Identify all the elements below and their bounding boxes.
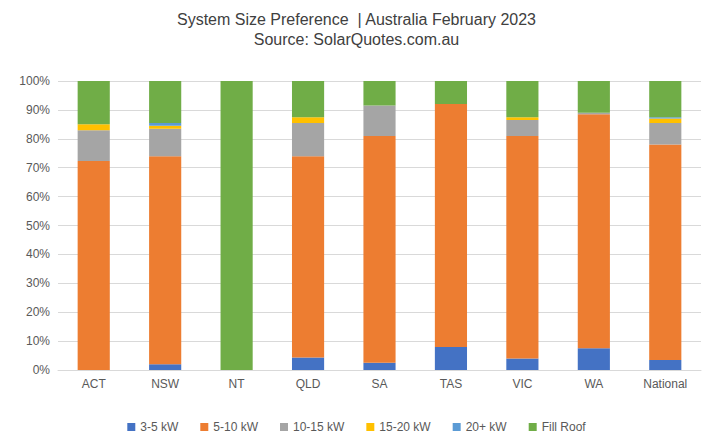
svg-text:40%: 40% <box>26 247 50 261</box>
svg-text:80%: 80% <box>26 132 50 146</box>
svg-text:30%: 30% <box>26 276 50 290</box>
svg-text:National: National <box>643 377 687 391</box>
svg-text:15-20 kW: 15-20 kW <box>379 420 431 434</box>
svg-text:5-10 kW: 5-10 kW <box>213 420 258 434</box>
svg-text:Source: SolarQuotes.com.au: Source: SolarQuotes.com.au <box>254 31 459 48</box>
svg-text:60%: 60% <box>26 190 50 204</box>
svg-text:ACT: ACT <box>82 377 107 391</box>
svg-text:NSW: NSW <box>151 377 180 391</box>
svg-text:WA: WA <box>584 377 603 391</box>
svg-text:50%: 50% <box>26 219 50 233</box>
svg-text:70%: 70% <box>26 161 50 175</box>
svg-text:0%: 0% <box>33 363 51 377</box>
svg-text:SA: SA <box>371 377 387 391</box>
svg-text:QLD: QLD <box>296 377 321 391</box>
svg-text:NT: NT <box>229 377 246 391</box>
svg-text:3-5 kW: 3-5 kW <box>140 420 179 434</box>
svg-text:20%: 20% <box>26 305 50 319</box>
svg-text:System Size Preference | Aust: System Size Preference | Australia Febru… <box>177 11 536 28</box>
svg-text:20+ kW: 20+ kW <box>466 420 508 434</box>
svg-text:VIC: VIC <box>512 377 532 391</box>
svg-text:90%: 90% <box>26 103 50 117</box>
svg-text:10-15 kW: 10-15 kW <box>293 420 345 434</box>
svg-text:TAS: TAS <box>440 377 462 391</box>
svg-text:Fill Roof: Fill Roof <box>542 420 587 434</box>
svg-text:10%: 10% <box>26 334 50 348</box>
svg-text:100%: 100% <box>19 74 50 88</box>
